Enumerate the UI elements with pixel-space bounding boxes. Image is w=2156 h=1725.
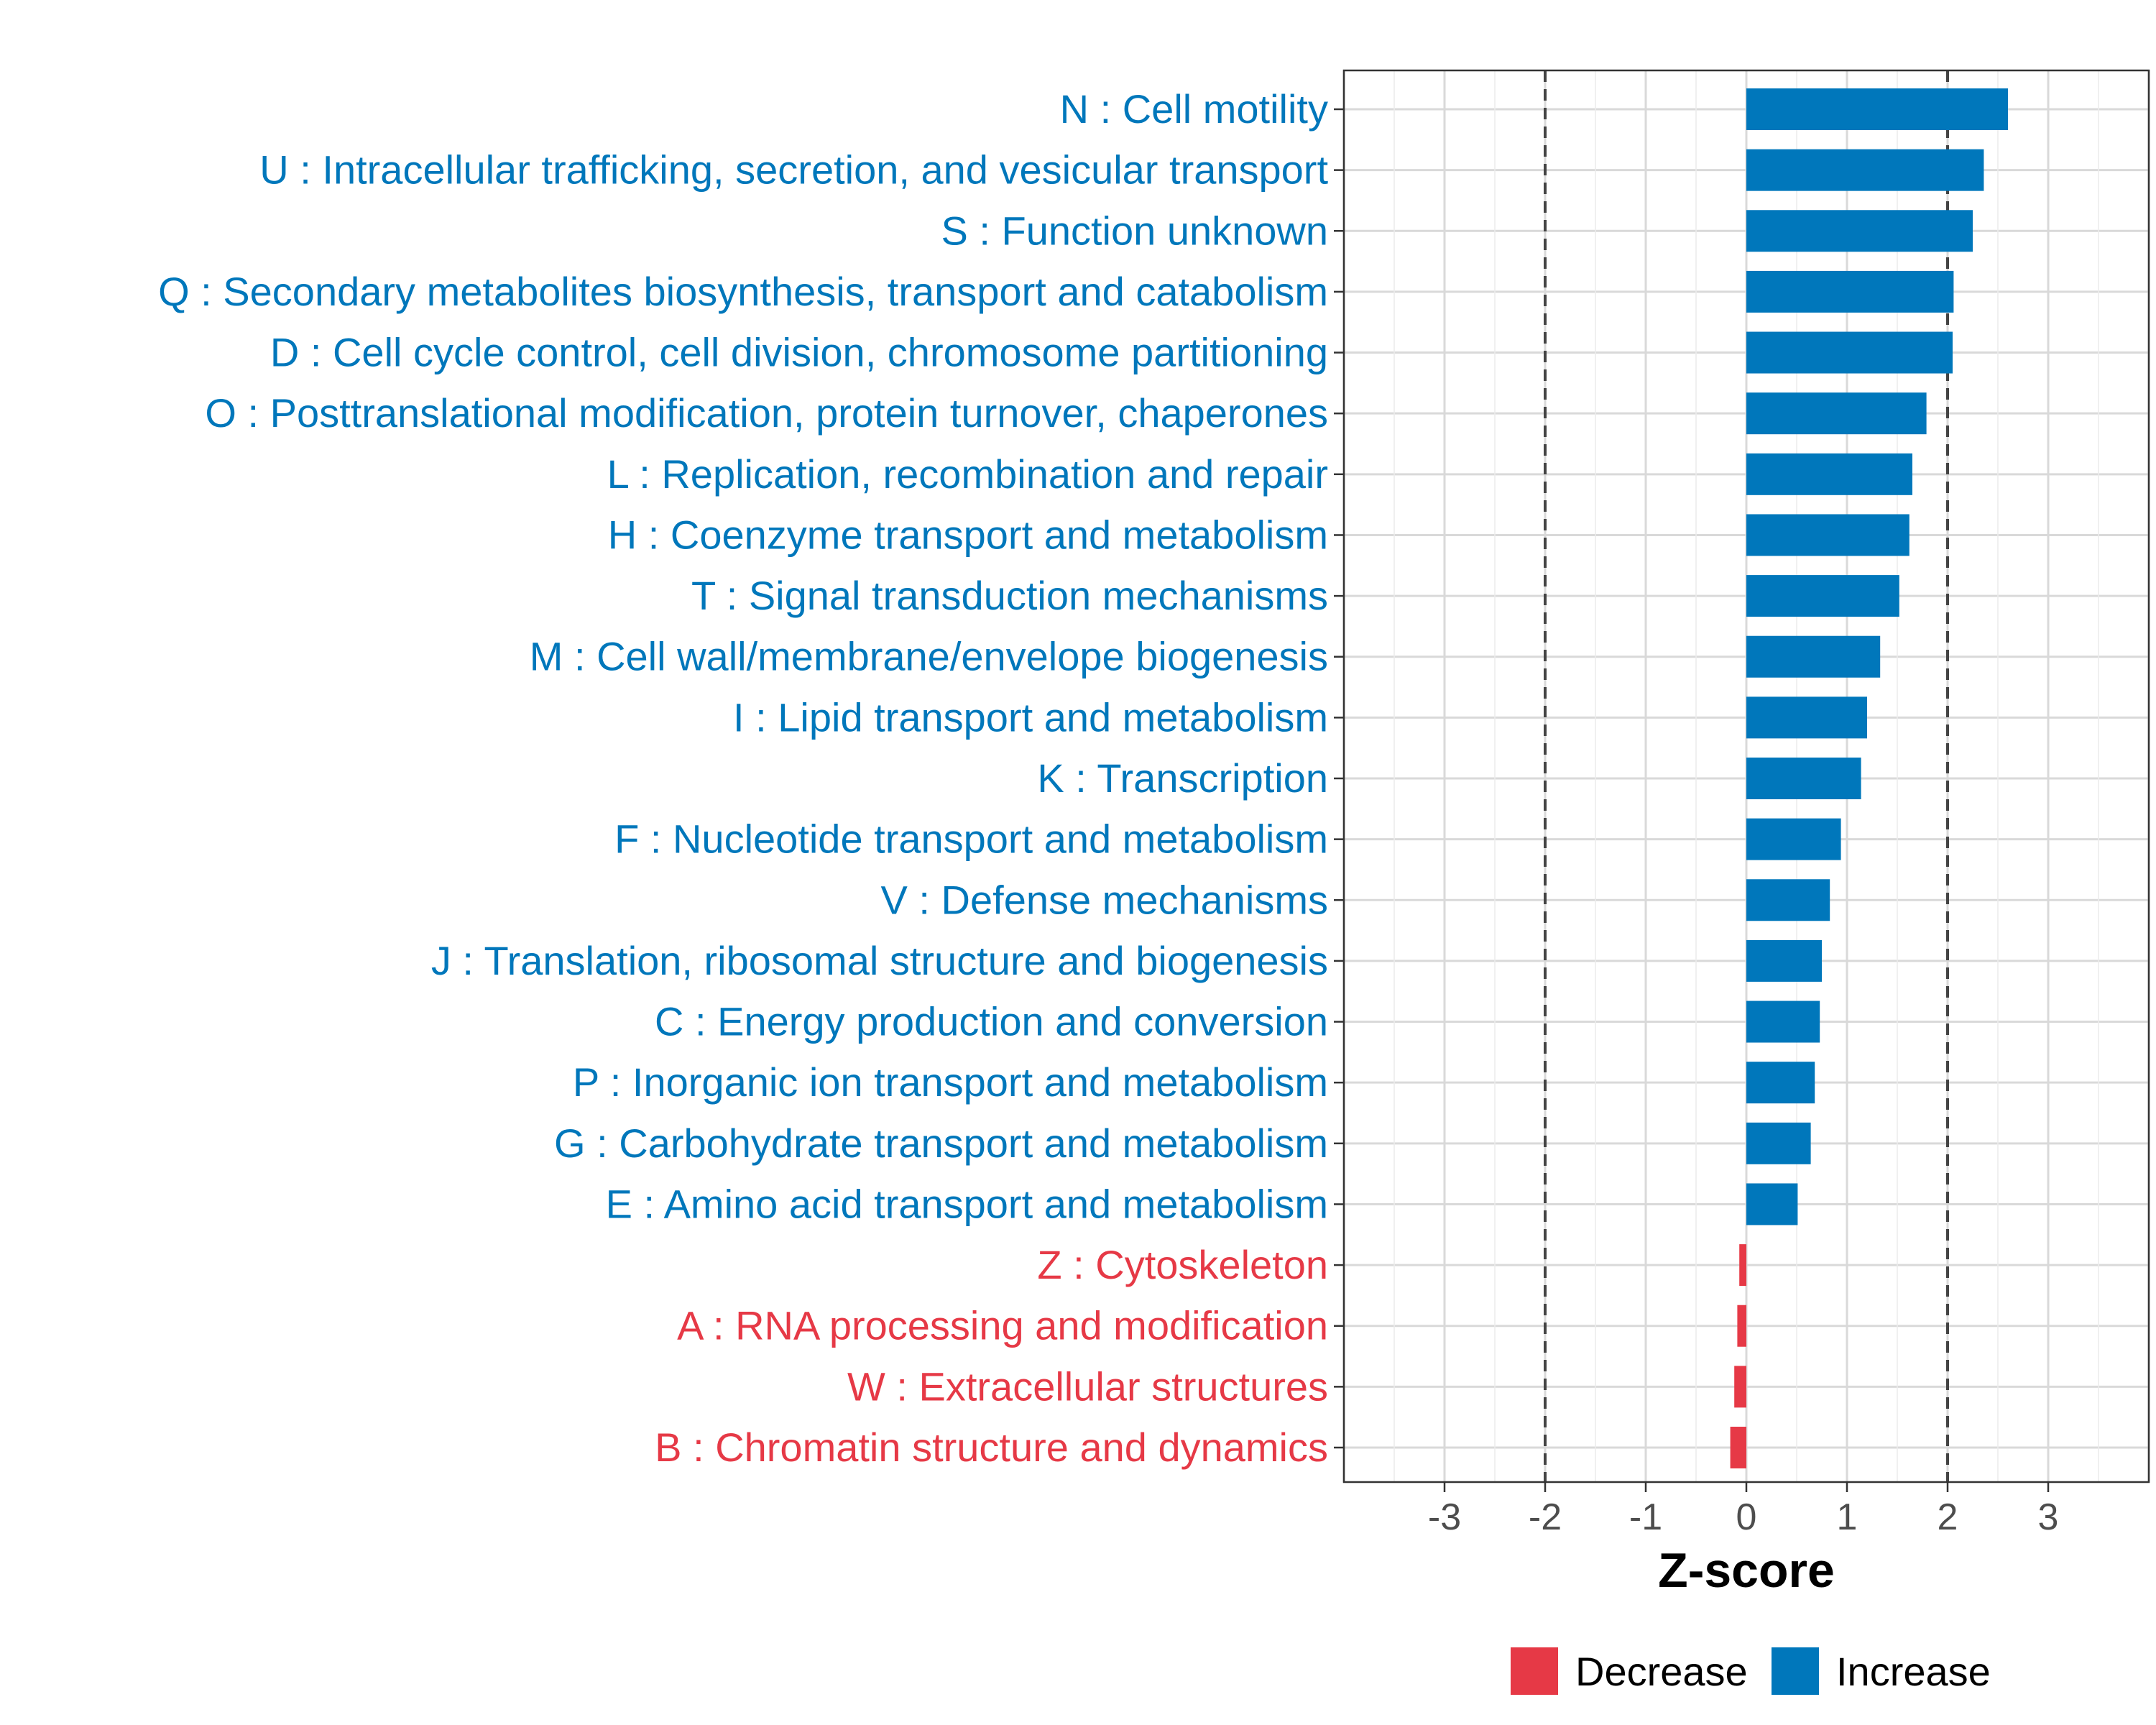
bar [1734,1366,1746,1408]
x-axis-title: Z-score [1658,1543,1835,1598]
bar [1746,270,1954,313]
category-label: M : Cell wall/membrane/envelope biogenes… [530,634,1328,679]
legend-label-increase: Increase [1836,1649,1991,1694]
bar [1746,1062,1815,1104]
y-ticks [1334,108,1344,1449]
bar [1746,514,1909,556]
category-label: K : Transcription [1037,755,1328,801]
category-label: P : Inorganic ion transport and metaboli… [573,1059,1328,1105]
bar [1746,1122,1811,1164]
category-label: O : Posttranslational modification, prot… [205,390,1328,436]
category-label: J : Translation, ribosomal structure and… [431,938,1328,983]
category-label: N : Cell motility [1060,86,1328,132]
category-label: B : Chromatin structure and dynamics [655,1425,1328,1470]
x-tick-label: 0 [1736,1496,1757,1538]
category-labels: N : Cell motility U : Intracellular traff… [158,86,1328,1470]
bar [1746,696,1867,739]
category-label: T : Signal transduction mechanisms [691,573,1328,618]
x-ticks [1443,1482,2050,1492]
legend-key-increase [1772,1647,1819,1695]
bar [1746,453,1912,495]
bar [1746,392,1927,435]
category-label: I : Lipid transport and metabolism [733,694,1328,740]
x-tick-label: 1 [1837,1496,1858,1538]
category-label: V : Defense mechanisms [881,877,1328,922]
category-label: Z : Cytoskeleton [1037,1242,1328,1287]
bar [1730,1427,1746,1468]
x-tick-label: -3 [1428,1496,1461,1538]
bar [1746,758,1861,799]
category-label: D : Cell cycle control, cell division, c… [270,330,1328,375]
category-label: L : Replication, recombination and repai… [607,451,1328,497]
bar [1746,635,1881,678]
category-label: H : Coenzyme transport and metabolism [608,512,1328,557]
x-tick-label: 3 [2038,1496,2059,1538]
bar [1746,879,1830,921]
category-label: C : Energy production and conversion [655,999,1328,1044]
x-tick-label: -1 [1629,1496,1662,1538]
category-label: S : Function unknown [941,208,1328,253]
category-label: E : Amino acid transport and metabolism [606,1181,1328,1226]
category-label: F : Nucleotide transport and metabolism [614,816,1328,862]
category-label: U : Intracellular trafficking, secretion… [259,147,1328,193]
bar [1746,331,1953,374]
bar [1739,1244,1746,1287]
x-tick-label: 2 [1938,1496,1958,1538]
x-tick-label: -2 [1529,1496,1562,1538]
bar [1746,149,1984,191]
bar [1746,575,1899,617]
bar [1746,88,2008,130]
bars [1730,88,2008,1468]
bar [1737,1305,1746,1347]
bar [1746,210,1973,252]
bar [1746,1000,1820,1043]
legend-key-decrease [1511,1647,1558,1695]
bar [1746,818,1841,860]
category-label: Q : Secondary metabolites biosynthesis, … [158,269,1328,314]
bar [1746,1183,1798,1225]
category-label: W : Extracellular structures [847,1363,1328,1409]
category-label: A : RNA processing and modification [677,1303,1328,1348]
legend: Decrease Increase [1511,1647,1991,1695]
legend-label-decrease: Decrease [1575,1649,1748,1694]
category-label: G : Carbohydrate transport and metabolis… [554,1121,1328,1166]
bar [1746,939,1822,982]
x-tick-labels: -3 -2 -1 0 1 2 3 [1428,1496,2059,1538]
